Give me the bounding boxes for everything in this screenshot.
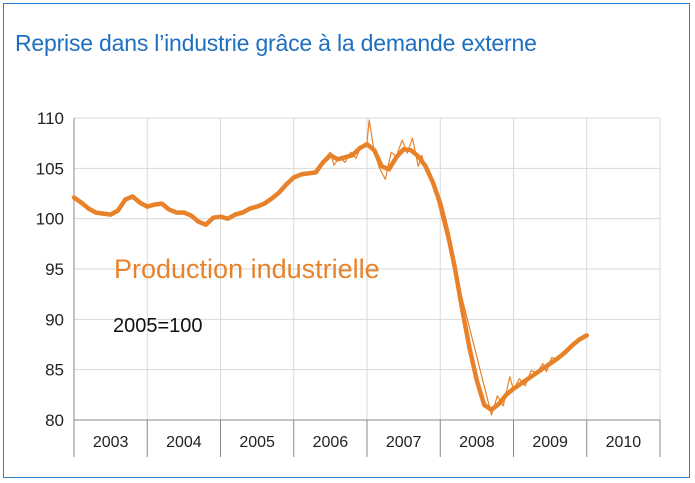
axes (73, 118, 661, 457)
y-tick-label-110: 110 (37, 109, 64, 128)
x-year-label-2004: 2004 (166, 434, 202, 451)
series-annotation: Production industrielle (114, 254, 380, 284)
y-tick-label-85: 85 (45, 361, 64, 380)
series-line-raw (293, 119, 588, 416)
x-year-label-2006: 2006 (313, 434, 349, 451)
y-tick-label-105: 105 (36, 159, 64, 178)
x-year-label-2008: 2008 (459, 434, 495, 451)
x-year-label-2009: 2009 (532, 434, 568, 451)
series-group (71, 119, 590, 416)
x-axis-year-labels: 2003 2004 2005 2006 2007 2008 2009 2010 (93, 434, 641, 451)
y-tick-label-100: 100 (36, 210, 64, 229)
x-year-label-2010: 2010 (606, 434, 642, 451)
y-tick-label-95: 95 (45, 260, 64, 279)
y-tick-label-80: 80 (45, 411, 64, 430)
y-axis-tick-labels: 80 85 90 95 100 105 110 (36, 109, 64, 430)
series-line-smoothed (71, 141, 590, 413)
y-tick-label-90: 90 (45, 310, 64, 329)
base-year-note: 2005=100 (113, 315, 203, 337)
x-year-label-2007: 2007 (386, 434, 422, 451)
x-year-label-2005: 2005 (239, 434, 275, 451)
chart-frame (3, 3, 690, 478)
x-year-label-2003: 2003 (93, 434, 129, 451)
chart-title: Reprise dans l’industrie grâce à la dema… (15, 30, 537, 56)
